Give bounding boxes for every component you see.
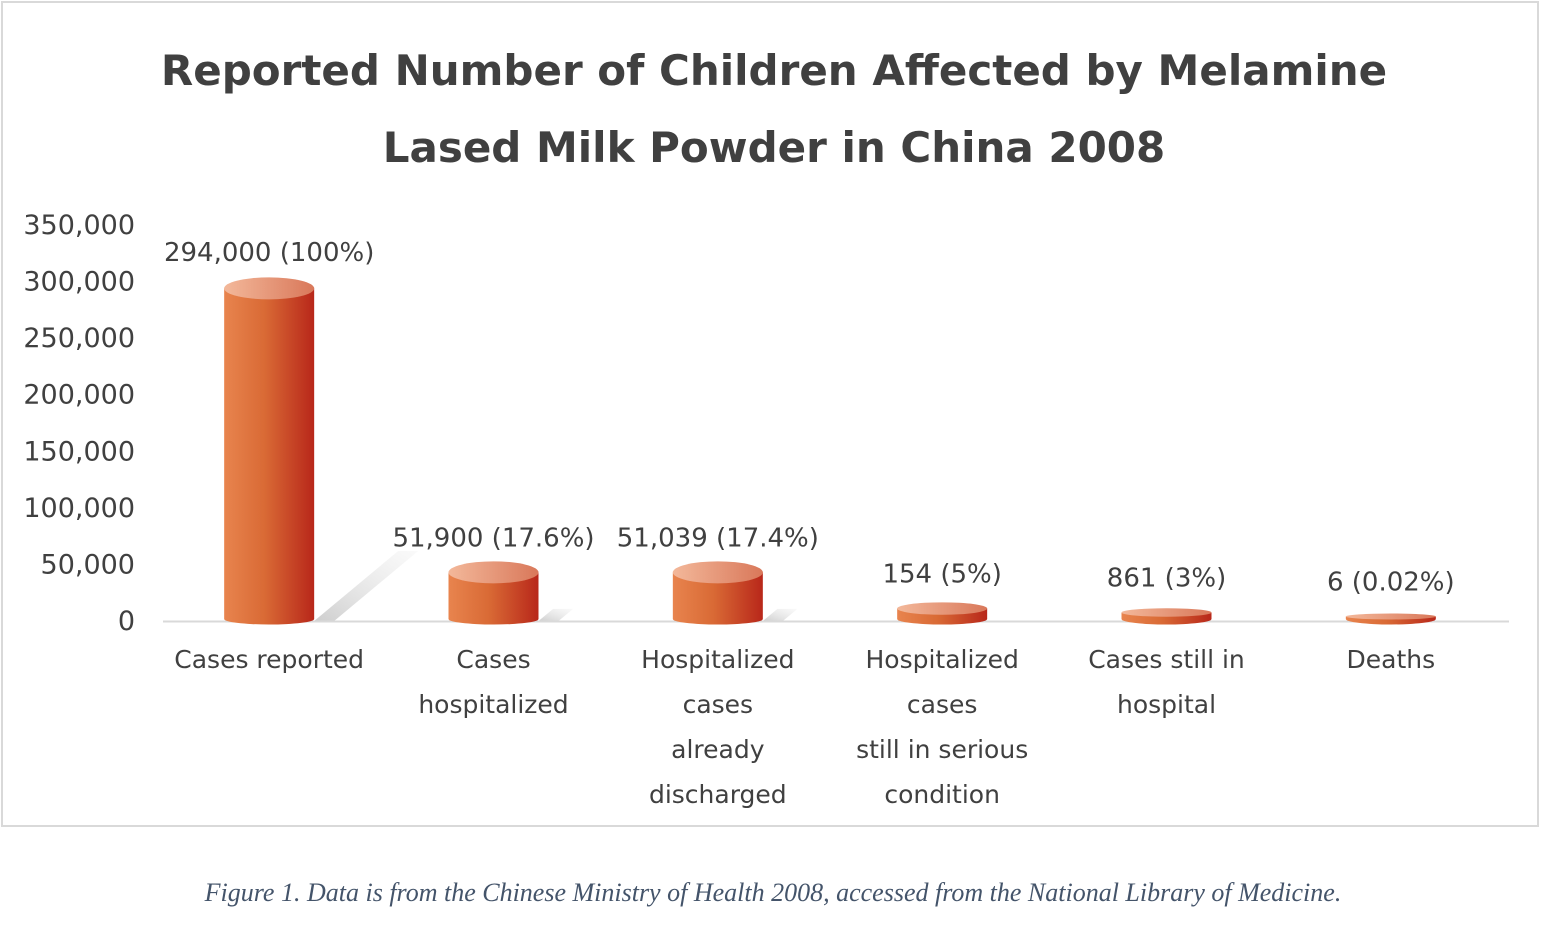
bar-body	[448, 572, 539, 625]
bar	[672, 561, 763, 625]
bar-shadow	[314, 551, 419, 621]
data-label: 154 (5%)	[882, 560, 1001, 590]
x-category-label: Deaths	[1347, 645, 1436, 674]
data-label: 51,900 (17.6%)	[392, 523, 594, 553]
x-category-label: Cases still in	[1088, 645, 1245, 674]
bar-top	[672, 561, 763, 584]
label-layer: 294,000 (100%) Cases reported 51,900 (17.6…	[164, 238, 1455, 809]
chart-title-line: Lased Milk Powder in China 2008	[383, 123, 1166, 172]
x-category-label: already	[671, 735, 765, 764]
y-tick-label: 200,000	[23, 380, 135, 411]
bar-chart: Reported Number of Children Affected by …	[23, 46, 1509, 809]
x-category-label: Cases reported	[174, 645, 364, 674]
y-tick-label: 100,000	[23, 493, 135, 524]
y-tick-label: 300,000	[23, 267, 135, 298]
data-label: 294,000 (100%)	[164, 238, 374, 268]
figure-caption: Figure 1. Data is from the Chinese Minis…	[204, 878, 1342, 907]
bar-shadow	[762, 608, 798, 621]
bar-top	[1345, 613, 1436, 620]
bar-top	[897, 602, 988, 615]
bar-top	[448, 561, 539, 584]
bar-shadow	[538, 608, 574, 621]
x-category-label: hospitalized	[418, 690, 568, 719]
data-label: 51,039 (17.4%)	[617, 523, 819, 553]
x-category-label: cases	[907, 690, 978, 719]
data-label: 6 (0.02%)	[1327, 567, 1455, 597]
axis-layer: 0 50,000 100,000 150,000 200,000 250,000 300,0…	[23, 210, 1509, 637]
bar-top	[224, 277, 315, 300]
chart-title: Reported Number of Children Affected by …	[161, 46, 1387, 172]
y-tick-label: 0	[118, 606, 135, 637]
bar	[897, 602, 988, 625]
x-category-label: Hospitalized	[866, 645, 1019, 674]
bar	[448, 561, 539, 625]
bar-body	[224, 288, 315, 625]
bar	[1345, 613, 1436, 625]
chart-title-line: Reported Number of Children Affected by …	[161, 46, 1387, 95]
x-category-label: hospital	[1117, 690, 1216, 719]
chart-frame: Reported Number of Children Affected by …	[1, 1, 1539, 827]
y-tick-label: 150,000	[23, 436, 135, 467]
bar-shadow-layer	[314, 551, 798, 621]
x-category-label: condition	[884, 780, 1000, 809]
x-category-label: cases	[683, 690, 754, 719]
bar-layer	[224, 277, 1436, 625]
y-tick-label: 350,000	[23, 210, 135, 241]
x-category-label: Cases	[456, 645, 530, 674]
y-tick-label: 250,000	[23, 323, 135, 354]
x-category-label: still in serious	[856, 735, 1028, 764]
bar-top	[1121, 608, 1212, 617]
bar-body	[672, 572, 763, 625]
x-category-label: Hospitalized	[641, 645, 794, 674]
x-category-label: discharged	[649, 780, 787, 809]
y-tick-label: 50,000	[41, 549, 135, 580]
bar	[1121, 608, 1212, 625]
data-label: 861 (3%)	[1107, 564, 1226, 594]
bar	[224, 277, 315, 625]
